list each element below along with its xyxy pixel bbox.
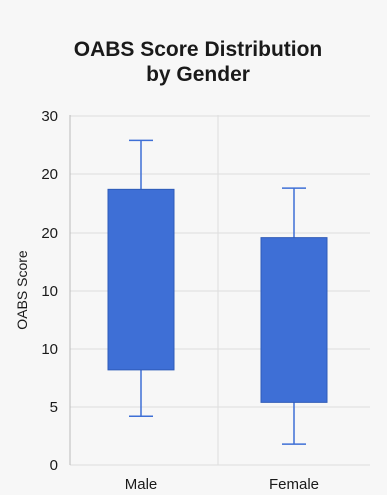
box-iqr xyxy=(107,188,175,371)
y-tick-label: 10 xyxy=(41,283,58,300)
y-tick-label: 20 xyxy=(41,225,58,242)
y-tick-label: 30 xyxy=(41,108,58,125)
y-tick-labels: 0 5 10 10 20 20 30 xyxy=(41,108,58,474)
box-series xyxy=(107,139,328,445)
box-female xyxy=(260,187,328,445)
box-male xyxy=(107,139,175,418)
y-tick-label: 0 xyxy=(50,457,58,474)
y-axis-label: OABS Score xyxy=(14,250,30,330)
y-tick-label: 10 xyxy=(41,341,58,358)
box-iqr xyxy=(260,237,328,403)
x-category-label: Male xyxy=(125,476,158,493)
chart-title-line-1: OABS Score Distribution xyxy=(74,38,323,61)
x-category-label: Female xyxy=(269,476,319,493)
chart-title-line-2: by Gender xyxy=(146,63,250,86)
y-tick-label: 20 xyxy=(41,166,58,183)
y-tick-label: 5 xyxy=(50,399,58,416)
x-category-labels: Male Female xyxy=(125,476,319,493)
